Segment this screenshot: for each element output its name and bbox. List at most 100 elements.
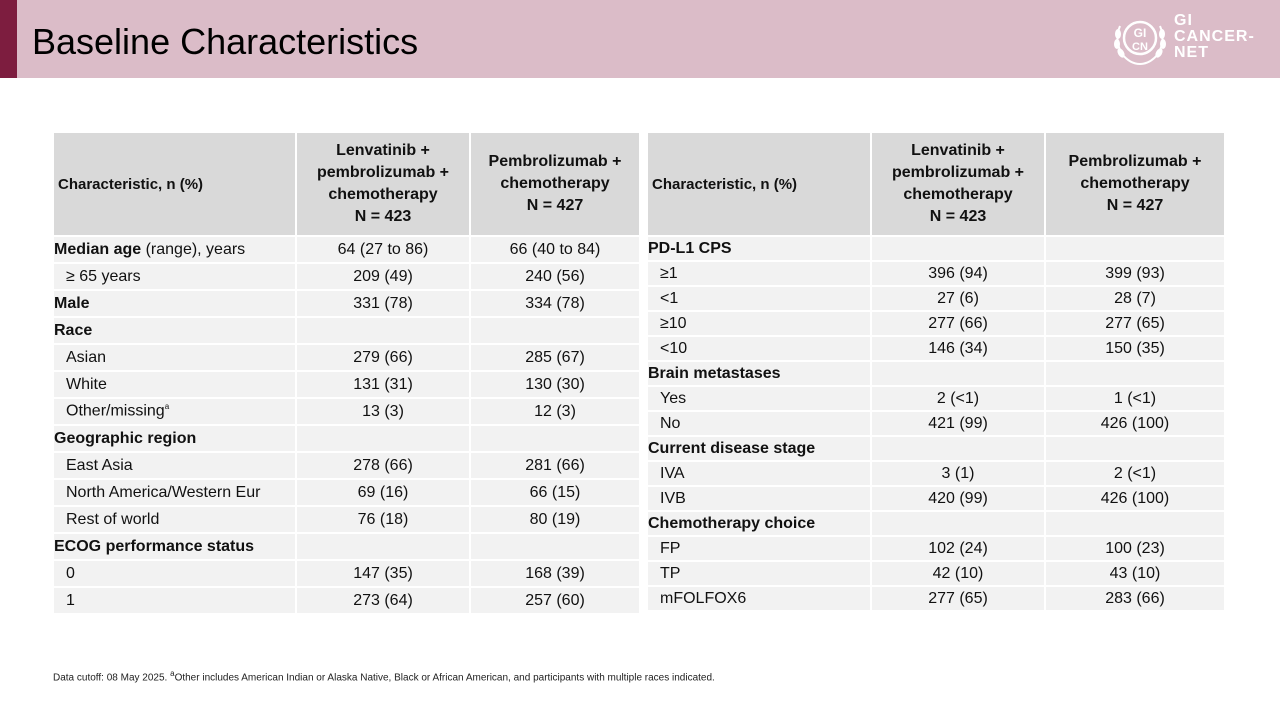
- lenvatinib-value: 331 (78): [297, 291, 469, 316]
- lenvatinib-value: 277 (66): [872, 312, 1044, 335]
- column-header-lenvatinib: Lenvatinib + pembrolizumab + chemotherapy N…: [297, 133, 469, 235]
- gi-cancer-net-logo: GI CN: [1110, 12, 1270, 68]
- pembrolizumab-value: 399 (93): [1046, 262, 1224, 285]
- pembrolizumab-value: [471, 426, 639, 451]
- pembrolizumab-value: 150 (35): [1046, 337, 1224, 360]
- table-row: <1 27 (6) 28 (7): [648, 287, 1224, 310]
- table-row: ≥10 277 (66) 277 (65): [648, 312, 1224, 335]
- lenvatinib-value: 3 (1): [872, 462, 1044, 485]
- pembrolizumab-value: 334 (78): [471, 291, 639, 316]
- lenvatinib-value: 76 (18): [297, 507, 469, 532]
- row-label: 1: [54, 588, 295, 613]
- row-label: <1: [648, 287, 870, 310]
- table-row: Current disease stage: [648, 437, 1224, 460]
- section-label: Geographic region: [54, 426, 295, 451]
- pembrolizumab-value: [1046, 512, 1224, 535]
- pembrolizumab-value: 240 (56): [471, 264, 639, 289]
- row-label: North America/Western Eur: [54, 480, 295, 505]
- lenvatinib-value: 420 (99): [872, 487, 1044, 510]
- lenvatinib-value: 64 (27 to 86): [297, 237, 469, 262]
- table-row: ≥ 65 years 209 (49) 240 (56): [54, 264, 639, 289]
- lenvatinib-value: [297, 534, 469, 559]
- table-row: Male 331 (78) 334 (78): [54, 291, 639, 316]
- lenvatinib-value: 396 (94): [872, 262, 1044, 285]
- row-label: ≥1: [648, 262, 870, 285]
- lenvatinib-value: [297, 426, 469, 451]
- row-label: <10: [648, 337, 870, 360]
- lenvatinib-value: [872, 437, 1044, 460]
- pembrolizumab-value: 80 (19): [471, 507, 639, 532]
- row-label: Other/missinga: [54, 399, 295, 424]
- lenvatinib-value: 277 (65): [872, 587, 1044, 610]
- section-label: Brain metastases: [648, 362, 870, 385]
- pembrolizumab-value: [1046, 437, 1224, 460]
- slide-header: [0, 0, 1280, 78]
- row-label: IVA: [648, 462, 870, 485]
- lenvatinib-value: 102 (24): [872, 537, 1044, 560]
- lenvatinib-value: [297, 318, 469, 343]
- baseline-table-right: Characteristic, n (%) Lenvatinib + pembro…: [646, 131, 1226, 612]
- row-label: TP: [648, 562, 870, 585]
- column-header-pembrolizumab: Pembrolizumab + chemotherapy N = 427: [471, 133, 639, 235]
- lenvatinib-value: [872, 237, 1044, 260]
- lenvatinib-value: 27 (6): [872, 287, 1044, 310]
- row-label: Yes: [648, 387, 870, 410]
- lenvatinib-value: 273 (64): [297, 588, 469, 613]
- table-row: Asian 279 (66) 285 (67): [54, 345, 639, 370]
- column-header-characteristic: Characteristic, n (%): [648, 133, 870, 235]
- pembrolizumab-value: 426 (100): [1046, 412, 1224, 435]
- table-row: mFOLFOX6 277 (65) 283 (66): [648, 587, 1224, 610]
- table-row: North America/Western Eur 69 (16) 66 (15…: [54, 480, 639, 505]
- table-row: TP 42 (10) 43 (10): [648, 562, 1224, 585]
- row-label: Rest of world: [54, 507, 295, 532]
- row-label: 0: [54, 561, 295, 586]
- laurel-emblem-icon: GI CN: [1114, 20, 1166, 65]
- pembrolizumab-value: 168 (39): [471, 561, 639, 586]
- row-label: IVB: [648, 487, 870, 510]
- table-row: Rest of world 76 (18) 80 (19): [54, 507, 639, 532]
- slide-title: Baseline Characteristics: [32, 21, 419, 62]
- table-row: Other/missinga 13 (3) 12 (3): [54, 399, 639, 424]
- table-row: Brain metastases: [648, 362, 1224, 385]
- pembrolizumab-value: 100 (23): [1046, 537, 1224, 560]
- svg-text:CN: CN: [1132, 41, 1148, 53]
- row-label: Asian: [54, 345, 295, 370]
- column-header-lenvatinib: Lenvatinib + pembrolizumab + chemotherapy N…: [872, 133, 1044, 235]
- pembrolizumab-value: [1046, 362, 1224, 385]
- table-row: No 421 (99) 426 (100): [648, 412, 1224, 435]
- table-row: FP 102 (24) 100 (23): [648, 537, 1224, 560]
- table-row: 1 273 (64) 257 (60): [54, 588, 639, 613]
- pembrolizumab-value: 257 (60): [471, 588, 639, 613]
- pembrolizumab-value: [471, 318, 639, 343]
- pembrolizumab-value: 43 (10): [1046, 562, 1224, 585]
- pembrolizumab-value: [471, 534, 639, 559]
- lenvatinib-value: 147 (35): [297, 561, 469, 586]
- table-row: Geographic region: [54, 426, 639, 451]
- lenvatinib-value: 146 (34): [872, 337, 1044, 360]
- lenvatinib-value: [872, 512, 1044, 535]
- footnote: Data cutoff: 08 May 2025. aOther include…: [53, 669, 715, 684]
- row-label: mFOLFOX6: [648, 587, 870, 610]
- table-row: Chemotherapy choice: [648, 512, 1224, 535]
- table-row: East Asia 278 (66) 281 (66): [54, 453, 639, 478]
- row-label: White: [54, 372, 295, 397]
- table-row: Race: [54, 318, 639, 343]
- pembrolizumab-value: 281 (66): [471, 453, 639, 478]
- table-row: White 131 (31) 130 (30): [54, 372, 639, 397]
- row-label: Male: [54, 291, 295, 316]
- header-accent-bar: [0, 0, 17, 78]
- lenvatinib-value: 69 (16): [297, 480, 469, 505]
- pembrolizumab-value: 1 (<1): [1046, 387, 1224, 410]
- pembrolizumab-value: 2 (<1): [1046, 462, 1224, 485]
- row-label: No: [648, 412, 870, 435]
- pembrolizumab-value: 28 (7): [1046, 287, 1224, 310]
- table-row: IVB 420 (99) 426 (100): [648, 487, 1224, 510]
- section-label: ECOG performance status: [54, 534, 295, 559]
- lenvatinib-value: 2 (<1): [872, 387, 1044, 410]
- pembrolizumab-value: 285 (67): [471, 345, 639, 370]
- section-label: Chemotherapy choice: [648, 512, 870, 535]
- table-row: <10 146 (34) 150 (35): [648, 337, 1224, 360]
- lenvatinib-value: 209 (49): [297, 264, 469, 289]
- table-row: IVA 3 (1) 2 (<1): [648, 462, 1224, 485]
- pembrolizumab-value: 426 (100): [1046, 487, 1224, 510]
